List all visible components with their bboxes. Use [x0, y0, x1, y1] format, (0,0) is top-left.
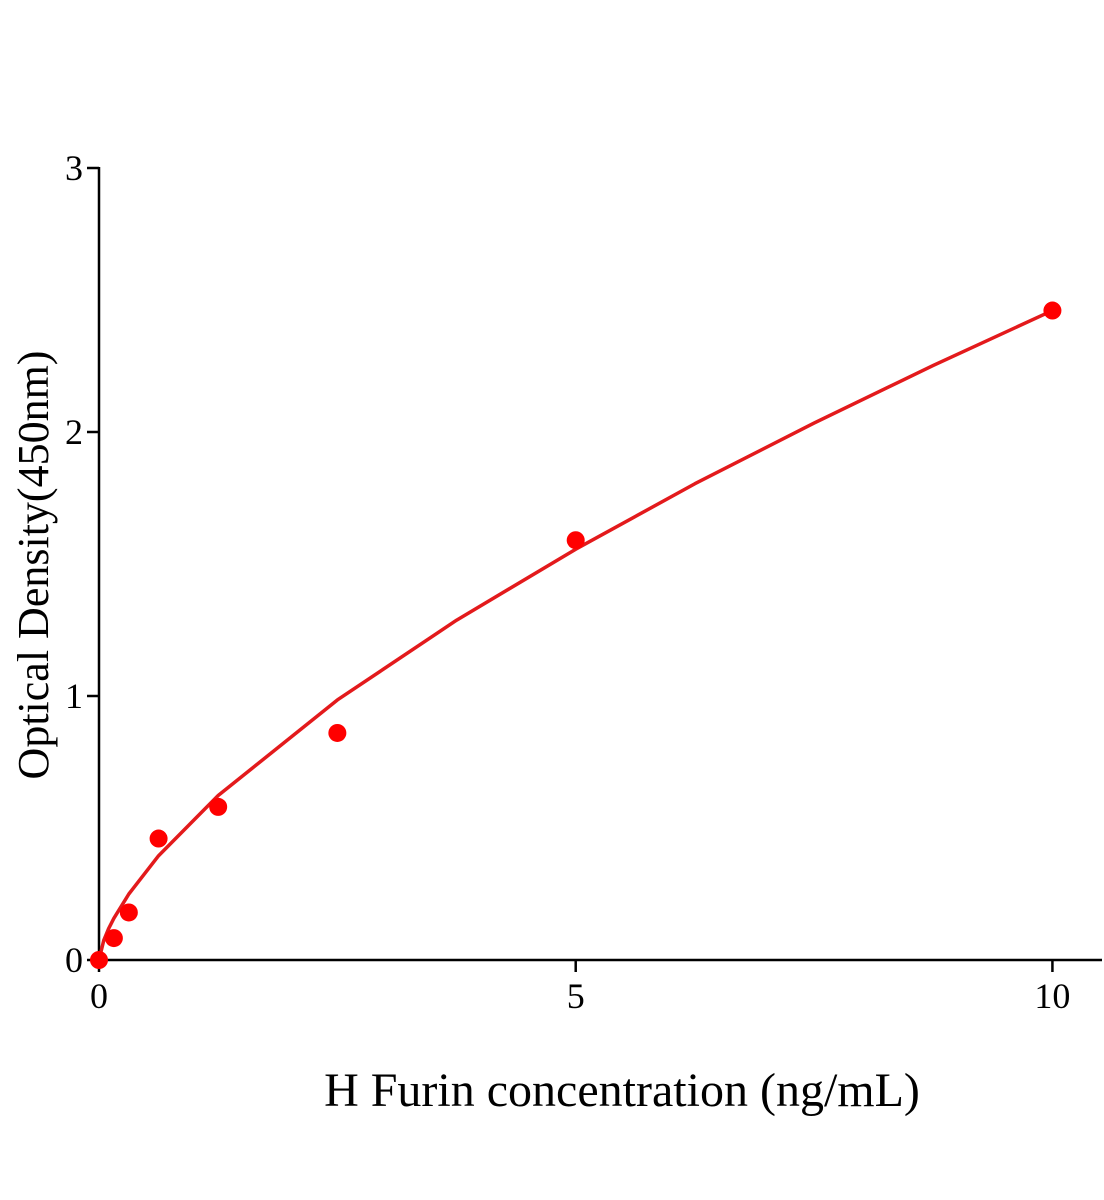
- x-tick-label: 0: [90, 976, 108, 1016]
- data-point: [119, 903, 138, 922]
- data-point: [104, 929, 123, 948]
- data-point: [90, 951, 108, 969]
- y-tick-label: 1: [65, 676, 83, 716]
- fit-curve: [97, 308, 1054, 961]
- data-point: [209, 797, 228, 816]
- x-tick-label: 5: [567, 976, 585, 1016]
- y-axis-title: Optical Density(450nm): [9, 351, 58, 780]
- y-tick-label: 0: [65, 940, 83, 980]
- y-tick-label: 3: [65, 148, 83, 188]
- data-point: [566, 531, 585, 550]
- data-point: [1043, 301, 1062, 320]
- data-point: [328, 723, 347, 742]
- x-axis-title: H Furin concentration (ng/mL): [324, 1064, 920, 1117]
- y-tick-label: 2: [65, 412, 83, 452]
- data-point: [149, 829, 168, 848]
- x-tick-label: 10: [1034, 976, 1070, 1016]
